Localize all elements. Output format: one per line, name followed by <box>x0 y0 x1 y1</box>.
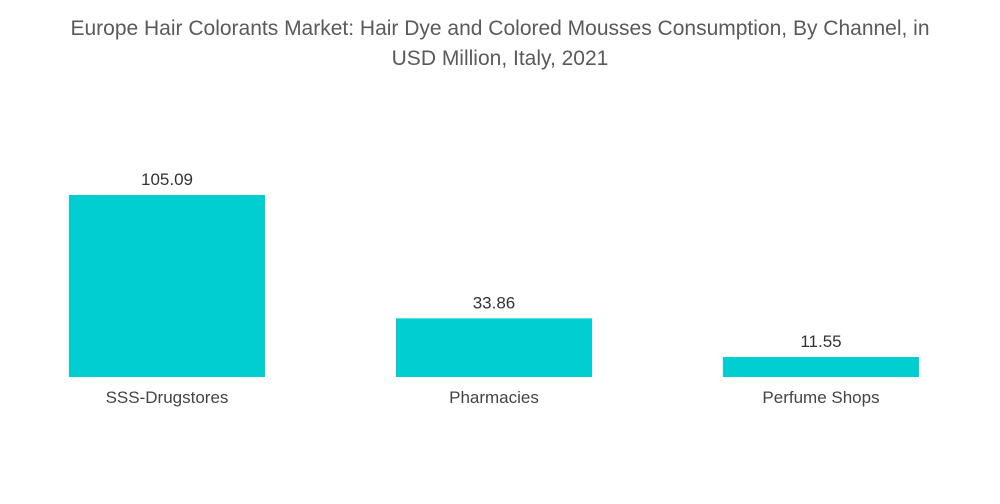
bar-sss-drugstores <box>69 195 265 377</box>
bar-pharmacies <box>396 318 592 377</box>
chart-title: Europe Hair Colorants Market: Hair Dye a… <box>0 14 1000 74</box>
chart-title-line-2: USD Million, Italy, 2021 <box>391 47 609 70</box>
data-label: 11.55 <box>800 332 841 351</box>
chart-title-line-1: Europe Hair Colorants Market: Hair Dye a… <box>70 17 930 40</box>
data-label: 105.09 <box>141 170 193 189</box>
category-label: SSS-Drugstores <box>106 388 229 407</box>
category-label: Pharmacies <box>449 388 539 407</box>
data-label: 33.86 <box>473 293 516 312</box>
category-label: Perfume Shops <box>762 388 879 407</box>
bar-perfume-shops <box>723 356 919 377</box>
